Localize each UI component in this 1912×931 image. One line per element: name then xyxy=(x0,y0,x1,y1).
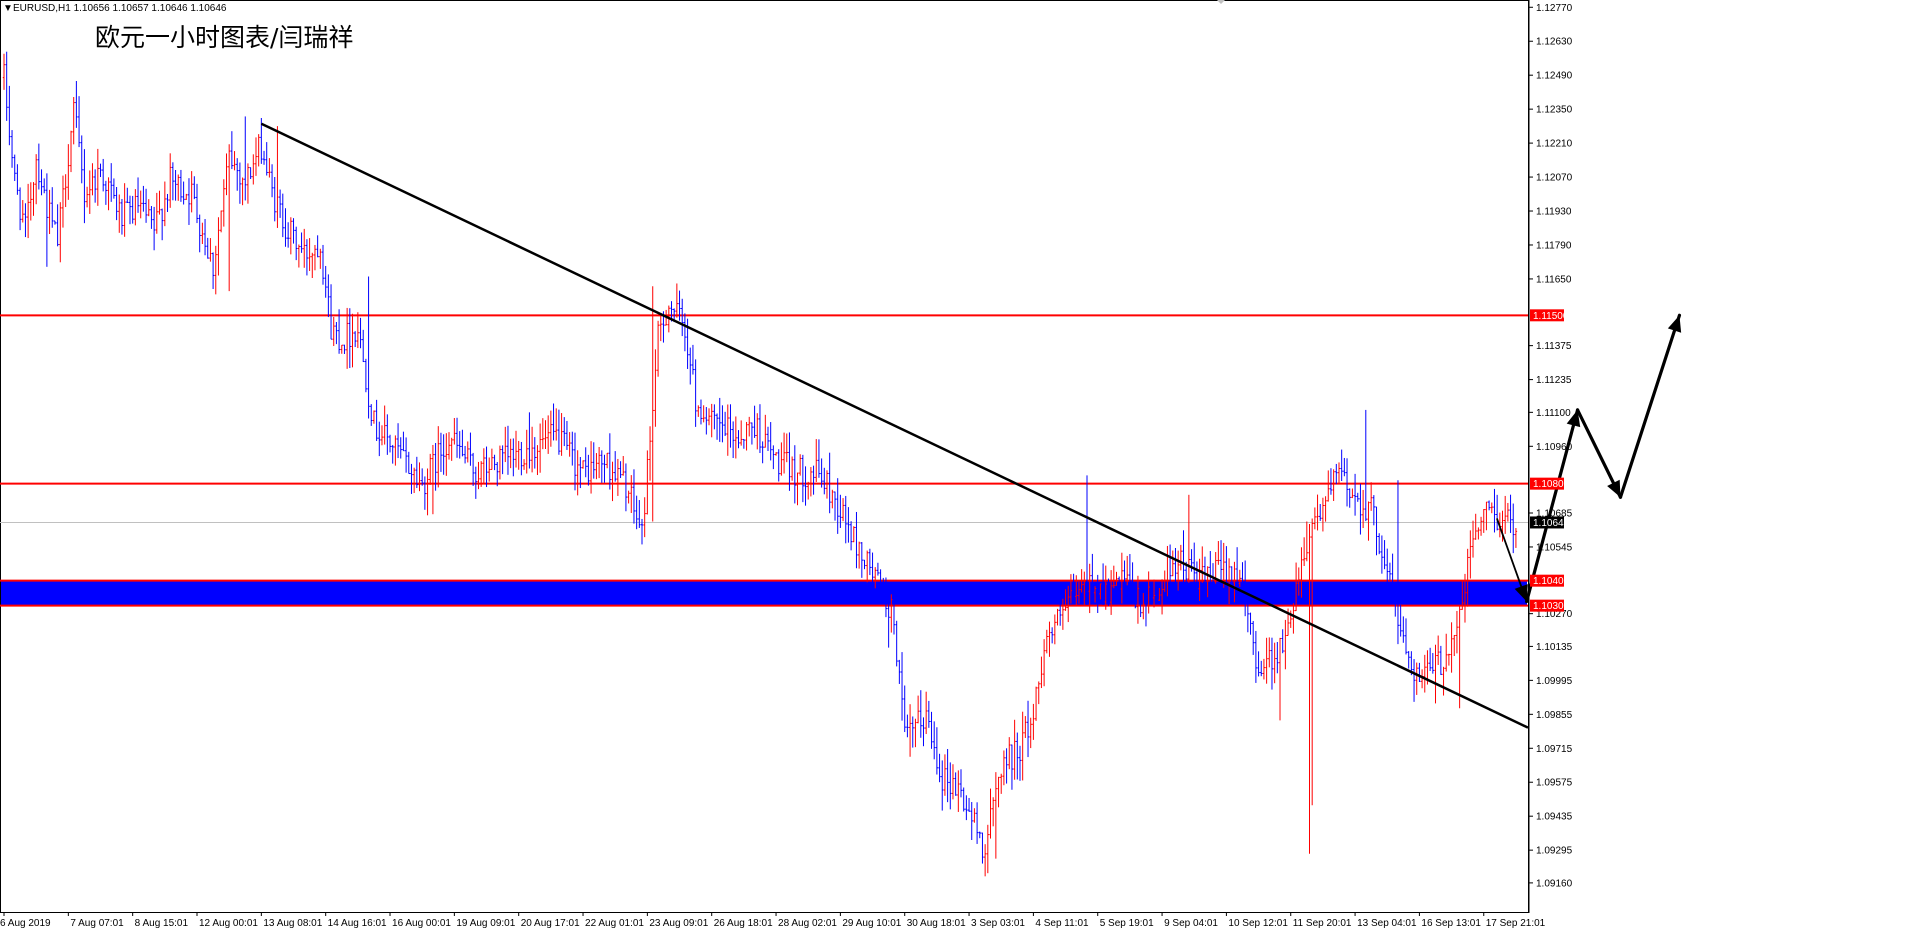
price-tick-label: 1.09855 xyxy=(1536,710,1573,721)
price-tick-label: 1.10545 xyxy=(1536,542,1573,553)
price-tick-label: 1.12770 xyxy=(1536,3,1573,14)
time-tick-label: 6 Aug 2019 xyxy=(0,918,51,929)
chart-shift-marker-icon[interactable] xyxy=(1217,0,1225,4)
time-tick-label: 10 Sep 12:01 xyxy=(1228,918,1288,929)
price-tick-label: 1.11790 xyxy=(1536,240,1572,251)
price-tick-label: 1.12490 xyxy=(1536,71,1573,82)
time-tick-label: 19 Aug 09:01 xyxy=(456,918,515,929)
time-tick-label: 7 Aug 07:01 xyxy=(70,918,124,929)
time-tick-label: 26 Aug 18:01 xyxy=(714,918,773,929)
projection-segment[interactable] xyxy=(1525,408,1580,604)
level-lines-layer xyxy=(0,314,1528,607)
time-tick-label: 12 Aug 00:01 xyxy=(199,918,258,929)
projection-arrow-layer[interactable] xyxy=(1496,313,1682,604)
time-tick-label: 4 Sep 11:01 xyxy=(1035,918,1089,929)
time-tick-label: 8 Aug 15:01 xyxy=(135,918,189,929)
time-tick-label: 22 Aug 01:01 xyxy=(585,918,644,929)
time-tick-label: 13 Aug 08:01 xyxy=(263,918,322,929)
time-tick-label: 11 Sep 20:01 xyxy=(1293,918,1352,929)
level-price-tag-label: 1.11500 xyxy=(1533,311,1569,322)
time-tick-label: 3 Sep 03:01 xyxy=(971,918,1025,929)
time-tick-label: 13 Sep 04:01 xyxy=(1357,918,1417,929)
price-tick-label: 1.09435 xyxy=(1536,812,1573,823)
price-tick-label: 1.12070 xyxy=(1536,173,1573,184)
level-price-tag xyxy=(1530,477,1564,490)
projection-segment[interactable] xyxy=(1618,313,1682,499)
time-tick-label: 14 Aug 16:01 xyxy=(328,918,387,929)
trendline-layer[interactable] xyxy=(260,122,1529,729)
price-tick-label: 1.11100 xyxy=(1536,408,1571,419)
price-tick-label: 1.11235 xyxy=(1536,375,1572,386)
time-tick-label: 9 Sep 04:01 xyxy=(1164,918,1218,929)
price-tick-label: 1.10270 xyxy=(1536,609,1573,620)
price-tick-label: 1.09575 xyxy=(1536,778,1573,789)
current-price-tag-label: 1.10646 xyxy=(1533,518,1570,529)
price-tick-label: 1.12210 xyxy=(1536,139,1573,150)
time-tick-label: 5 Sep 19:01 xyxy=(1100,918,1154,929)
level-price-tag xyxy=(1530,599,1564,612)
price-tick-label: 1.11375 xyxy=(1536,341,1572,352)
projection-segment[interactable] xyxy=(1575,408,1623,499)
trendline[interactable] xyxy=(260,122,1529,729)
level-price-tag xyxy=(1530,574,1564,587)
current-price-tag xyxy=(1530,516,1564,529)
time-axis: 6 Aug 2019 7 Aug 07:01 8 Aug 15:01 12 Aug 0… xyxy=(0,912,1546,929)
time-tick-label: 20 Aug 17:01 xyxy=(521,918,580,929)
price-tick-label: 1.12630 xyxy=(1536,37,1573,48)
time-tick-label: 28 Aug 02:01 xyxy=(778,918,837,929)
time-tick-label: 30 Aug 18:01 xyxy=(907,918,966,929)
projection-arrowhead-icon xyxy=(1607,479,1621,498)
candles-layer xyxy=(2,51,1518,877)
level-price-tag-label: 1.10303 xyxy=(1533,601,1570,612)
support-zone-layer xyxy=(1,580,1527,606)
price-tick-label: 1.10960 xyxy=(1536,442,1573,453)
price-tick-label: 1.09715 xyxy=(1536,744,1573,755)
time-tick-label: 16 Sep 13:01 xyxy=(1421,918,1481,929)
plot-area xyxy=(0,0,1529,913)
price-tick-label: 1.09160 xyxy=(1536,878,1573,889)
price-axis: 1.12770 1.12630 1.12490 1.12350 1.12210 1.120… xyxy=(1529,3,1573,889)
price-tick-label: 1.11650 xyxy=(1536,274,1572,285)
price-tick-label: 1.10135 xyxy=(1536,642,1573,653)
projection-arrowhead-icon xyxy=(1566,409,1581,428)
time-tick-label: 17 Sep 21:01 xyxy=(1486,918,1546,929)
projection-arrowhead-icon xyxy=(1514,584,1528,602)
price-tick-label: 1.09995 xyxy=(1536,676,1573,687)
level-price-tag-label: 1.10806 xyxy=(1533,479,1570,490)
time-tick-label: 29 Aug 10:01 xyxy=(842,918,901,929)
price-tick-label: 1.09295 xyxy=(1536,846,1573,857)
price-tick-label: 1.12350 xyxy=(1536,105,1573,116)
symbol-header: EURUSD,H1 1.10656 1.10657 1.10646 1.1064… xyxy=(13,3,227,14)
annotation-title: 欧元一小时图表/闫瑞祥 xyxy=(95,23,353,52)
support-zone xyxy=(1,580,1527,606)
dropdown-arrow-icon[interactable]: ▼ xyxy=(3,3,13,14)
time-tick-label: 23 Aug 09:01 xyxy=(649,918,708,929)
price-tick-label: 1.10685 xyxy=(1536,509,1573,520)
level-price-tag-label: 1.10406 xyxy=(1533,576,1570,587)
projection-arrowhead-icon xyxy=(1667,315,1682,333)
level-price-tag xyxy=(1530,309,1564,322)
price-tick-label: 1.11930 xyxy=(1536,207,1572,218)
time-tick-label: 16 Aug 00:01 xyxy=(392,918,451,929)
